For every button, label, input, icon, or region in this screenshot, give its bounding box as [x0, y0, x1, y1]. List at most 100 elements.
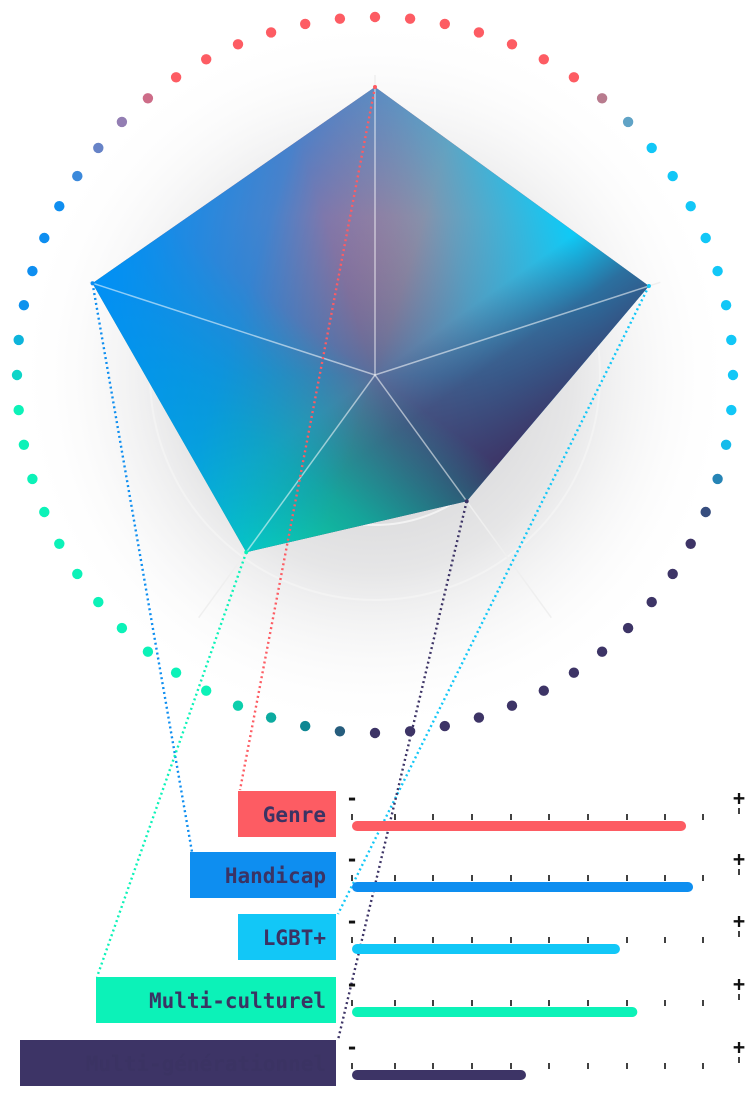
scale-min-lgbt: -	[346, 909, 358, 933]
ring-dot	[622, 622, 634, 634]
ring-dot	[646, 596, 657, 608]
label-text-lgbt: LGBT+	[263, 926, 326, 950]
ring-dot	[116, 116, 128, 128]
ring-dot	[439, 720, 450, 732]
ring-dot	[13, 404, 24, 416]
ring-dot	[506, 700, 518, 711]
legend-bars: Genre- +Handicap- +LGBT+- +Multi-culturel- +…	[20, 786, 745, 1086]
dot-ring	[11, 11, 739, 739]
scale-min-multi-culturel: -	[346, 972, 358, 996]
label-text-multi-generationnel: Multi-générationnel	[86, 1052, 326, 1076]
ring-dot	[622, 116, 634, 128]
radar-shape	[92, 87, 649, 553]
spoke-handicap	[92, 282, 376, 376]
connector-lgbt	[336, 285, 650, 915]
ring-dot	[54, 538, 65, 549]
ring-dot	[170, 667, 182, 678]
ring-dot	[334, 13, 346, 24]
legend-row-lgbt: LGBT+- +	[238, 909, 745, 960]
ring-dot	[473, 712, 485, 723]
ring-dot	[538, 685, 549, 696]
ring-dot	[334, 726, 346, 737]
legend-row-handicap: Handicap- +	[190, 847, 745, 898]
label-box-genre	[238, 791, 336, 837]
ring-dot	[369, 11, 381, 23]
ring-dot	[726, 404, 737, 416]
ring-dot	[18, 439, 30, 450]
ring-dot	[232, 700, 244, 711]
spoke-multi-generationnel	[374, 374, 468, 502]
spoke-lgbt	[374, 285, 650, 376]
radar-tint-handicap	[92, 87, 649, 553]
ring-dot	[596, 646, 608, 657]
ring-dot	[72, 568, 83, 580]
ring-dot	[712, 265, 723, 277]
ring-dot	[116, 622, 128, 634]
scale-max-multi-culturel: +	[733, 972, 745, 996]
ring-dot	[667, 170, 678, 182]
ring-dot	[265, 27, 277, 38]
label-box-lgbt	[238, 914, 336, 960]
ring-dot	[712, 473, 723, 485]
label-text-handicap: Handicap	[225, 864, 326, 888]
label-text-genre: Genre	[263, 803, 326, 827]
scale-max-genre: +	[733, 786, 745, 810]
ring-dot	[201, 685, 212, 696]
ring-dot	[170, 72, 182, 83]
ring-dot	[506, 39, 518, 50]
ring-dot	[300, 18, 311, 30]
spoke-multi-culturel	[245, 374, 376, 553]
legend-row-genre: Genre- +	[238, 786, 745, 837]
label-box-multi-culturel	[96, 977, 336, 1023]
ring-dot	[27, 473, 38, 485]
ring-dot	[596, 93, 608, 104]
ring-dot	[54, 201, 65, 212]
scale-min-multi-generationnel: -	[346, 1035, 358, 1059]
connector-multi-culturel	[95, 551, 248, 978]
legend-row-multi-generationnel: Multi-générationnel- +	[20, 1035, 745, 1086]
ring-dot	[93, 142, 104, 154]
ring-dot	[142, 646, 154, 657]
scale-max-handicap: +	[733, 847, 745, 871]
label-text-multi-culturel: Multi-culturel	[149, 989, 326, 1013]
ring-dot	[18, 300, 30, 311]
ring-dot	[404, 13, 416, 24]
ring-dot	[700, 232, 711, 244]
ring-dot	[727, 369, 739, 381]
ring-dot	[685, 538, 696, 549]
scale-min-handicap: -	[346, 847, 358, 871]
scale-max-lgbt: +	[733, 909, 745, 933]
ring-dot	[720, 439, 732, 450]
scale-max-multi-generationnel: +	[733, 1035, 745, 1059]
ring-dot	[667, 568, 678, 580]
ring-dot	[72, 170, 83, 182]
ring-dot	[39, 506, 50, 518]
ring-dot	[142, 93, 154, 104]
ring-dot	[27, 265, 38, 277]
ring-dot	[439, 18, 450, 30]
ring-dot	[369, 727, 381, 739]
label-box-multi-generationnel	[20, 1040, 336, 1086]
ring-dot	[13, 334, 24, 346]
ring-dot	[473, 27, 485, 38]
scale-min-genre: -	[346, 786, 358, 810]
ring-dot	[568, 72, 580, 83]
ring-dot	[39, 232, 50, 244]
ring-dot	[300, 720, 311, 732]
radar-spokes	[90, 85, 651, 555]
ring-dot	[11, 369, 23, 381]
ring-dot	[646, 142, 657, 154]
ring-dot	[685, 201, 696, 212]
ring-dot	[568, 667, 580, 678]
ring-dot	[726, 334, 737, 346]
ring-dot	[201, 54, 212, 65]
label-box-handicap	[190, 852, 336, 898]
ring-dot	[700, 506, 711, 518]
ring-dot	[404, 726, 416, 737]
ring-dot	[232, 39, 244, 50]
ring-dot	[93, 596, 104, 608]
ring-dot	[265, 712, 277, 723]
legend-row-multi-culturel: Multi-culturel- +	[96, 972, 745, 1023]
ring-dot	[720, 300, 732, 311]
